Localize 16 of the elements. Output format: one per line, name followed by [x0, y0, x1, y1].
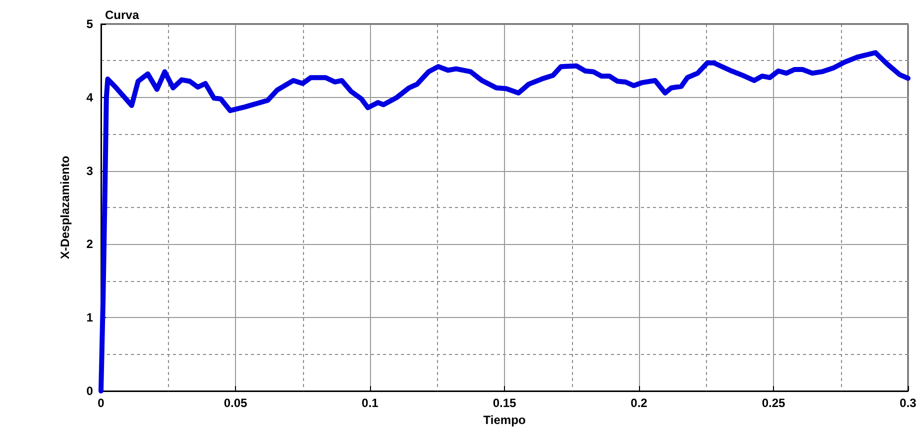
- x-axis-title: Tiempo: [483, 412, 526, 427]
- x-tick-label: 0.1: [362, 396, 379, 410]
- y-tick-label: 1: [86, 310, 94, 325]
- x-tick-label: 0: [98, 396, 105, 410]
- y-tick-label: 0: [86, 384, 94, 398]
- y-tick-label: 3: [86, 164, 94, 178]
- x-tick-label: 0.2: [630, 396, 648, 410]
- x-tick-label: 0.05: [224, 396, 248, 410]
- y-tick-label: 5: [86, 17, 94, 31]
- x-tick-label: 0.3: [900, 396, 917, 410]
- chart-title: Curva: [105, 8, 140, 22]
- x-tick-label: 0.25: [762, 396, 786, 410]
- y-axis-title: X-Desplazamiento: [58, 156, 72, 260]
- x-tick-label: 0.15: [492, 396, 516, 410]
- y-tick-label: 2: [86, 237, 94, 252]
- y-tick-label: 4: [86, 90, 94, 104]
